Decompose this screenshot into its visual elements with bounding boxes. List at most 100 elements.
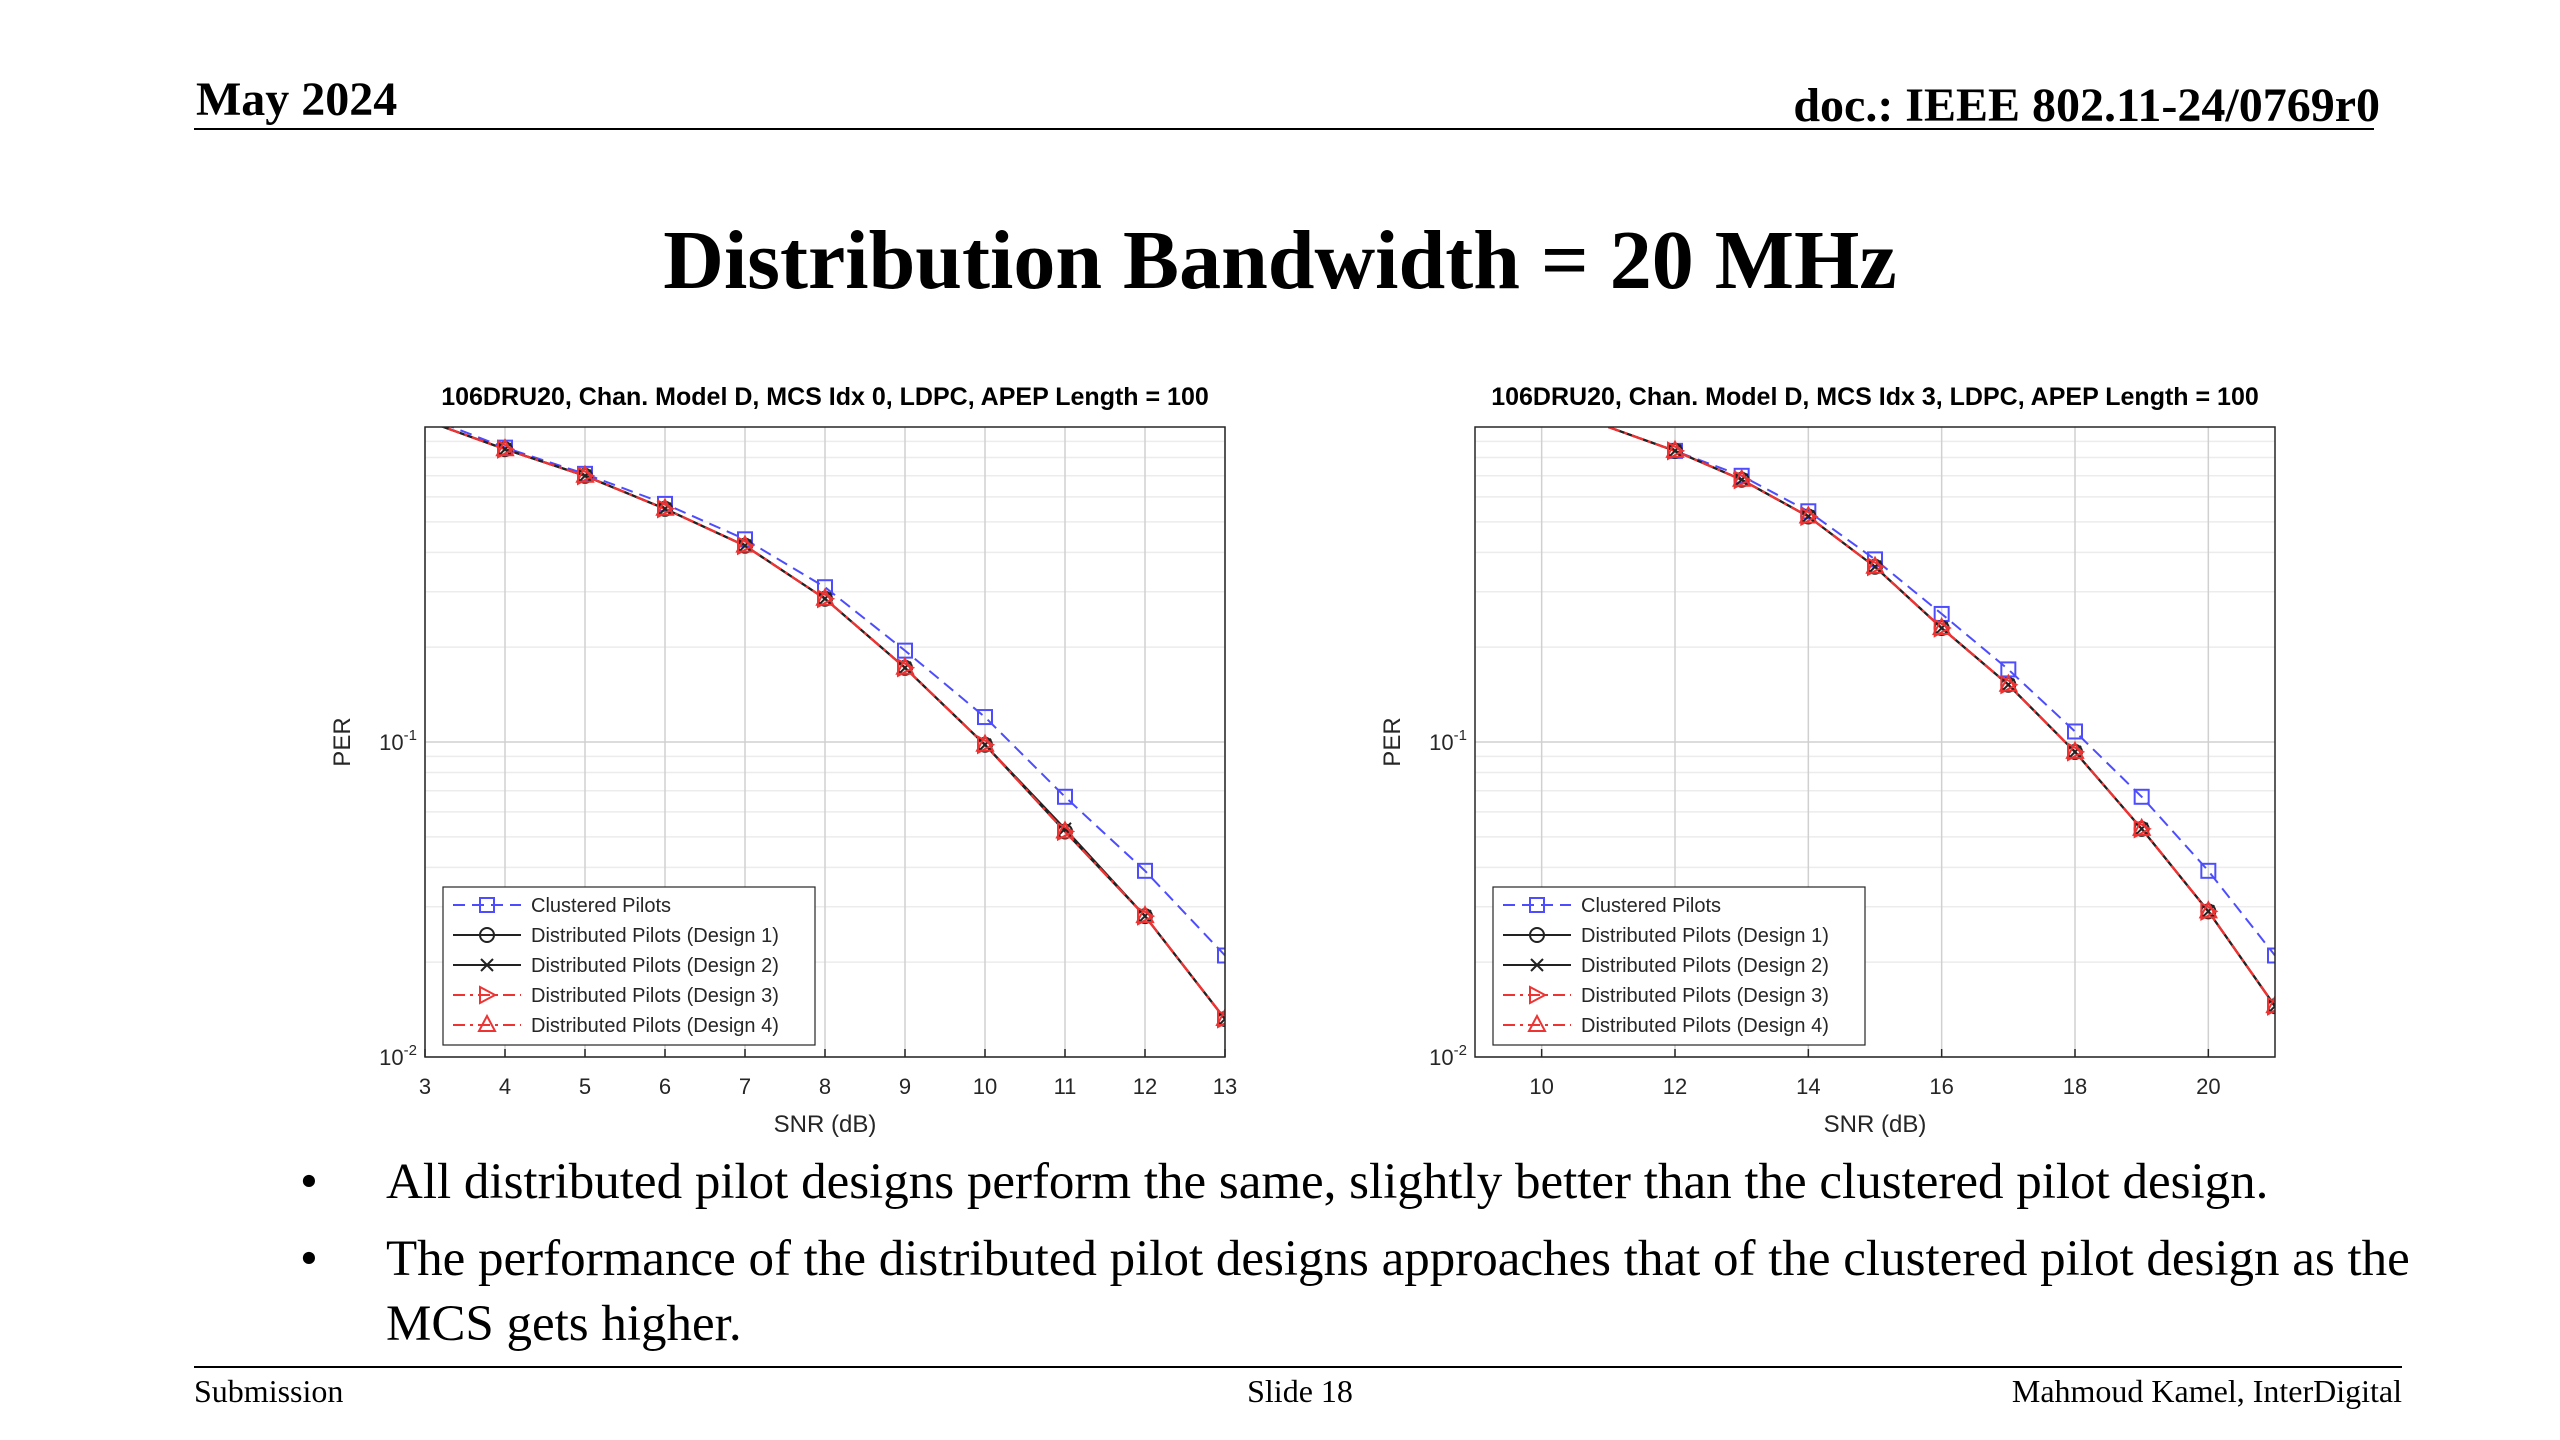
data-point-marker (2267, 996, 2275, 1016)
y-tick-label: 10-2 (1429, 1042, 1467, 1070)
data-point-marker (1217, 947, 1225, 964)
x-tick-label: 20 (2196, 1074, 2220, 1099)
y-tick-label: 10-1 (1429, 727, 1467, 755)
data-point-marker (2133, 788, 2150, 805)
x-tick-label: 10 (1529, 1074, 1553, 1099)
legend-label: Distributed Pilots (Design 4) (1581, 1015, 1829, 1037)
data-point-marker (975, 733, 995, 752)
data-point-marker (1529, 927, 1545, 943)
bullet-dot: • (300, 1231, 318, 1287)
y-tick-exponent: -2 (404, 1042, 417, 1059)
footer-slide-number: Slide 18 (1247, 1373, 1353, 1409)
data-point-marker (1530, 958, 1544, 972)
data-point-marker (977, 709, 993, 726)
data-point-marker (1529, 897, 1545, 913)
bullet-dot: • (300, 1154, 318, 1210)
footer-submission: Submission (194, 1373, 344, 1409)
data-point-marker (2268, 999, 2275, 1013)
data-point-marker (1734, 473, 1749, 487)
legend-label: Distributed Pilots (Design 3) (1581, 985, 1829, 1007)
series-line (1607, 427, 2275, 957)
legend-label: Distributed Pilots (Design 3) (531, 985, 779, 1007)
data-point-marker (1215, 1007, 1225, 1027)
data-point-marker (818, 592, 832, 606)
legend: Clustered Pilots Distributed Pilots (Desi… (442, 886, 816, 1046)
data-point-marker (2132, 817, 2152, 836)
data-point-marker (658, 502, 672, 516)
data-point-marker (1798, 505, 1818, 524)
data-point-marker (815, 587, 835, 606)
data-point-marker (577, 466, 596, 486)
data-point-marker (2200, 901, 2219, 922)
y-tick-base: 10 (1429, 1045, 1453, 1070)
data-point-marker (1055, 820, 1075, 839)
x-tick-label: 12 (1133, 1074, 1157, 1099)
x-tick-label: 9 (899, 1074, 911, 1099)
data-point-marker (1932, 616, 1952, 636)
data-point-marker (479, 927, 495, 943)
data-point-marker (480, 958, 494, 972)
data-point-marker (495, 438, 515, 457)
x-tick-label: 4 (499, 1074, 511, 1099)
footer-author: Mahmoud Kamel, InterDigital (2011, 1373, 2402, 1409)
data-point-marker (1137, 862, 1153, 879)
bullet-item: • All distributed pilot designs perform t… (300, 1150, 2460, 1215)
x-tick-label: 8 (819, 1074, 831, 1099)
data-point-marker (978, 738, 992, 752)
data-point-marker (1135, 905, 1155, 924)
data-point-marker (2267, 947, 2275, 964)
legend-label: Distributed Pilots (Design 1) (1581, 925, 1829, 947)
data-point-marker (1527, 1013, 1547, 1032)
header-doc-id: doc.: IEEE 802.11-24/0769r0 (1793, 79, 2380, 132)
data-point-marker (2001, 678, 2016, 692)
bullet-item: • The performance of the distributed pilo… (300, 1227, 2460, 1357)
data-point-marker (1529, 985, 1548, 1005)
legend-label: Distributed Pilots (Design 2) (531, 955, 779, 977)
data-point-marker (1137, 906, 1156, 926)
y-axis-label: PER (329, 717, 356, 766)
y-tick-label: 10-2 (379, 1042, 417, 1070)
data-point-marker (735, 534, 755, 553)
plot-series (1607, 427, 2275, 1016)
header-date: May 2024 (196, 73, 398, 126)
data-point-marker (977, 735, 996, 755)
y-tick-base: 10 (379, 730, 403, 755)
data-point-marker (2265, 995, 2275, 1014)
footer-rule (194, 1366, 2402, 1368)
legend: Clustered Pilots Distributed Pilots (Desi… (1492, 886, 1866, 1046)
data-point-marker (657, 499, 676, 519)
bullet-list: • All distributed pilot designs perform t… (300, 1150, 2460, 1369)
data-point-marker (2134, 822, 2149, 836)
axes-box (1474, 426, 2276, 1058)
y-tick-base: 10 (379, 1045, 403, 1070)
legend-label: Distributed Pilots (Design 1) (531, 925, 779, 947)
chart-title: 106DRU20, Chan. Model D, MCS Idx 0, LDPC… (441, 383, 1209, 411)
data-point-marker (2200, 862, 2217, 879)
y-axis-label: PER (1379, 717, 1406, 766)
data-point-marker (898, 661, 912, 675)
y-tick-exponent: -2 (1454, 1042, 1467, 1059)
data-point-marker (2201, 904, 2216, 919)
x-axis-label: SNR (dB) (774, 1111, 877, 1138)
x-tick-label: 11 (1054, 1074, 1077, 1099)
data-point-marker (1667, 441, 1686, 461)
x-tick-label: 12 (1663, 1074, 1687, 1099)
data-point-marker (1057, 821, 1076, 842)
x-tick-label: 7 (739, 1074, 751, 1099)
chart-title: 106DRU20, Chan. Model D, MCS Idx 3, LDPC… (1491, 383, 2259, 411)
data-point-marker (2067, 723, 2083, 740)
data-point-marker (1665, 439, 1685, 458)
series-line (449, 427, 1225, 957)
data-point-marker (1801, 509, 1816, 524)
data-point-marker (1998, 673, 2018, 692)
y-tick-exponent: -1 (404, 727, 417, 744)
y-tick-exponent: -1 (1454, 727, 1467, 744)
bullet-text: All distributed pilot designs perform th… (386, 1154, 2269, 1210)
data-point-marker (479, 897, 495, 913)
x-tick-label: 5 (579, 1074, 591, 1099)
plot-series (440, 427, 1225, 1029)
data-point-marker (1867, 557, 1886, 577)
x-axis-label: SNR (dB) (1824, 1111, 1927, 1138)
y-tick-label: 10-1 (379, 727, 417, 755)
